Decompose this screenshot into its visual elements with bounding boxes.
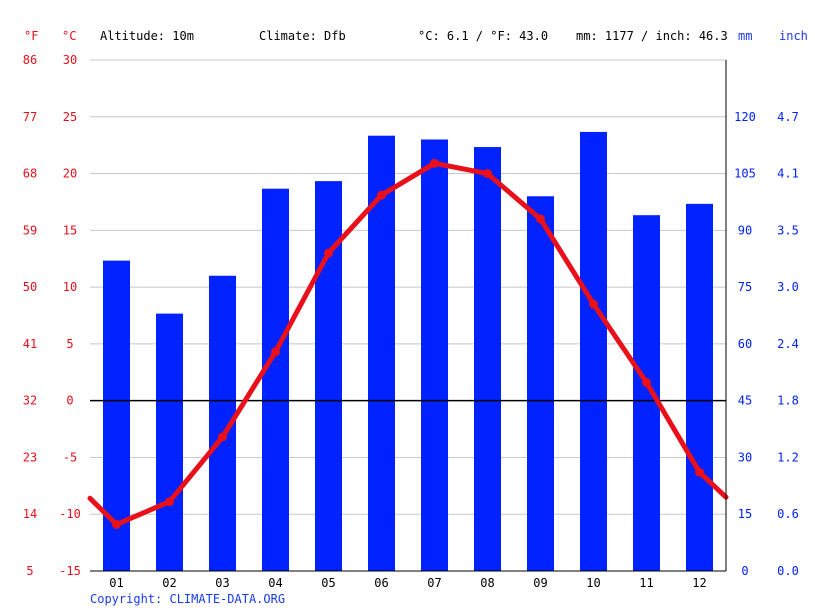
unit-inch-label: inch (779, 29, 808, 43)
x-tick-label: 02 (162, 576, 176, 590)
y-tick-label-mm: 15 (738, 507, 752, 521)
y-tick-label-fahrenheit: 41 (23, 337, 37, 351)
temperature-point (589, 299, 598, 309)
y-tick-label-inch: 4.1 (777, 167, 799, 181)
y-tick-label-inch: 3.0 (777, 280, 799, 294)
y-tick-label-celsius: 15 (63, 223, 77, 237)
y-tick-label-celsius: -15 (59, 564, 81, 578)
x-tick-label: 08 (480, 576, 494, 590)
x-tick-label: 05 (321, 576, 335, 590)
y-tick-label-celsius: 20 (63, 167, 77, 181)
y-tick-label-mm: 60 (738, 337, 752, 351)
temperature-point (218, 432, 227, 442)
y-tick-label-celsius: -5 (63, 450, 77, 464)
y-tick-label-inch: 1.2 (777, 450, 799, 464)
y-tick-label-inch: 3.5 (777, 223, 799, 237)
x-tick-label: 01 (109, 576, 123, 590)
y-tick-label-celsius: 0 (66, 394, 73, 408)
precipitation-bars (103, 131, 713, 572)
y-tick-label-fahrenheit: 23 (23, 450, 37, 464)
copyright-link[interactable]: Copyright: CLIMATE-DATA.ORG (90, 592, 285, 606)
unit-fahrenheit-label: °F (24, 29, 38, 43)
y-tick-label-mm: 120 (734, 110, 756, 124)
x-tick-label: 09 (533, 576, 547, 590)
y-tick-label-celsius: 5 (66, 337, 73, 351)
y-tick-label-mm: 90 (738, 223, 752, 237)
temperature-line (87, 160, 729, 527)
temperature-point (112, 519, 121, 529)
precipitation-bar (474, 147, 501, 571)
unit-mm-label: mm (738, 29, 752, 43)
temperature-point (483, 169, 492, 179)
temperature-point (165, 497, 174, 507)
total-precipitation-label: mm: 1177 / inch: 46.3 (576, 29, 728, 43)
y-tick-label-fahrenheit: 68 (23, 167, 37, 181)
x-tick-label: 11 (639, 576, 653, 590)
y-tick-label-mm: 75 (738, 280, 752, 294)
temperature-point (377, 190, 386, 200)
y-tick-label-celsius: -10 (59, 507, 81, 521)
climate-label: Climate: Dfb (259, 29, 346, 43)
unit-celsius-label: °C (62, 29, 76, 43)
y-tick-label-inch: 2.4 (777, 337, 799, 351)
y-tick-label-inch: 1.8 (777, 394, 799, 408)
x-tick-label: 10 (586, 576, 600, 590)
y-tick-label-fahrenheit: 77 (23, 110, 37, 124)
grid-lines (90, 59, 726, 572)
x-tick-label: 06 (374, 576, 388, 590)
precipitation-bar (262, 188, 289, 571)
y-tick-label-fahrenheit: 59 (23, 223, 37, 237)
precipitation-bar (580, 131, 607, 571)
y-tick-label-fahrenheit: 5 (26, 564, 33, 578)
temperature-point (430, 158, 439, 168)
precipitation-bar (156, 313, 183, 571)
y-tick-label-mm: 30 (738, 450, 752, 464)
temperature-point (695, 467, 704, 477)
temperature-point (536, 214, 545, 224)
x-tick-label: 07 (427, 576, 441, 590)
y-tick-label-inch: 0.6 (777, 507, 799, 521)
average-temperature-label: °C: 6.1 / °F: 43.0 (418, 29, 548, 43)
precipitation-bar (633, 215, 660, 571)
y-tick-label-inch: 4.7 (777, 110, 799, 124)
altitude-label: Altitude: 10m (100, 29, 194, 43)
y-tick-label-inch: 0.0 (777, 564, 799, 578)
y-tick-label-mm: 0 (741, 564, 748, 578)
precipitation-bar (686, 203, 713, 571)
y-tick-label-celsius: 30 (63, 53, 77, 67)
precipitation-bar (527, 196, 554, 571)
temperature-point (324, 248, 333, 258)
y-tick-label-mm: 45 (738, 394, 752, 408)
y-tick-label-fahrenheit: 32 (23, 394, 37, 408)
temperature-point (642, 377, 651, 387)
y-tick-label-celsius: 25 (63, 110, 77, 124)
temperature-point (271, 347, 280, 357)
y-tick-label-mm: 105 (734, 167, 756, 181)
y-tick-label-fahrenheit: 50 (23, 280, 37, 294)
x-tick-label: 12 (692, 576, 706, 590)
y-tick-label-fahrenheit: 14 (23, 507, 37, 521)
precipitation-bar (421, 139, 448, 571)
precipitation-bar (368, 135, 395, 571)
axes (90, 60, 727, 572)
x-tick-label: 04 (268, 576, 282, 590)
x-tick-label: 03 (215, 576, 229, 590)
temperature-line-layer (87, 158, 729, 529)
y-tick-label-celsius: 10 (63, 280, 77, 294)
y-tick-label-fahrenheit: 86 (23, 53, 37, 67)
